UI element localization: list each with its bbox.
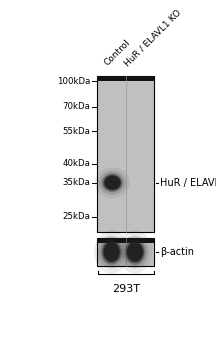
Text: 293T: 293T: [112, 285, 140, 294]
Ellipse shape: [104, 176, 120, 190]
Ellipse shape: [126, 241, 144, 263]
Bar: [97, 76, 154, 232]
Bar: [97, 76, 154, 80]
Text: HuR / ELAVL1: HuR / ELAVL1: [160, 178, 216, 188]
Ellipse shape: [101, 239, 122, 265]
Ellipse shape: [103, 175, 122, 191]
Text: 70kDa: 70kDa: [63, 102, 91, 111]
Text: 35kDa: 35kDa: [63, 178, 91, 187]
Ellipse shape: [127, 242, 143, 262]
Bar: [97, 238, 154, 266]
Ellipse shape: [102, 173, 123, 192]
Text: β-actin: β-actin: [160, 247, 194, 257]
Ellipse shape: [98, 236, 125, 268]
Text: 40kDa: 40kDa: [63, 159, 91, 168]
Ellipse shape: [99, 171, 126, 195]
Text: 100kDa: 100kDa: [57, 77, 91, 86]
Ellipse shape: [102, 241, 121, 263]
Text: 55kDa: 55kDa: [63, 127, 91, 136]
Text: Control: Control: [103, 38, 132, 68]
Text: HuR / ELAVL1 KO: HuR / ELAVL1 KO: [123, 7, 183, 68]
Ellipse shape: [95, 167, 130, 198]
Ellipse shape: [94, 231, 129, 273]
Ellipse shape: [104, 242, 119, 262]
Ellipse shape: [124, 239, 146, 265]
Ellipse shape: [121, 236, 148, 268]
Bar: [97, 238, 154, 243]
Ellipse shape: [118, 231, 152, 273]
Text: 25kDa: 25kDa: [63, 212, 91, 221]
